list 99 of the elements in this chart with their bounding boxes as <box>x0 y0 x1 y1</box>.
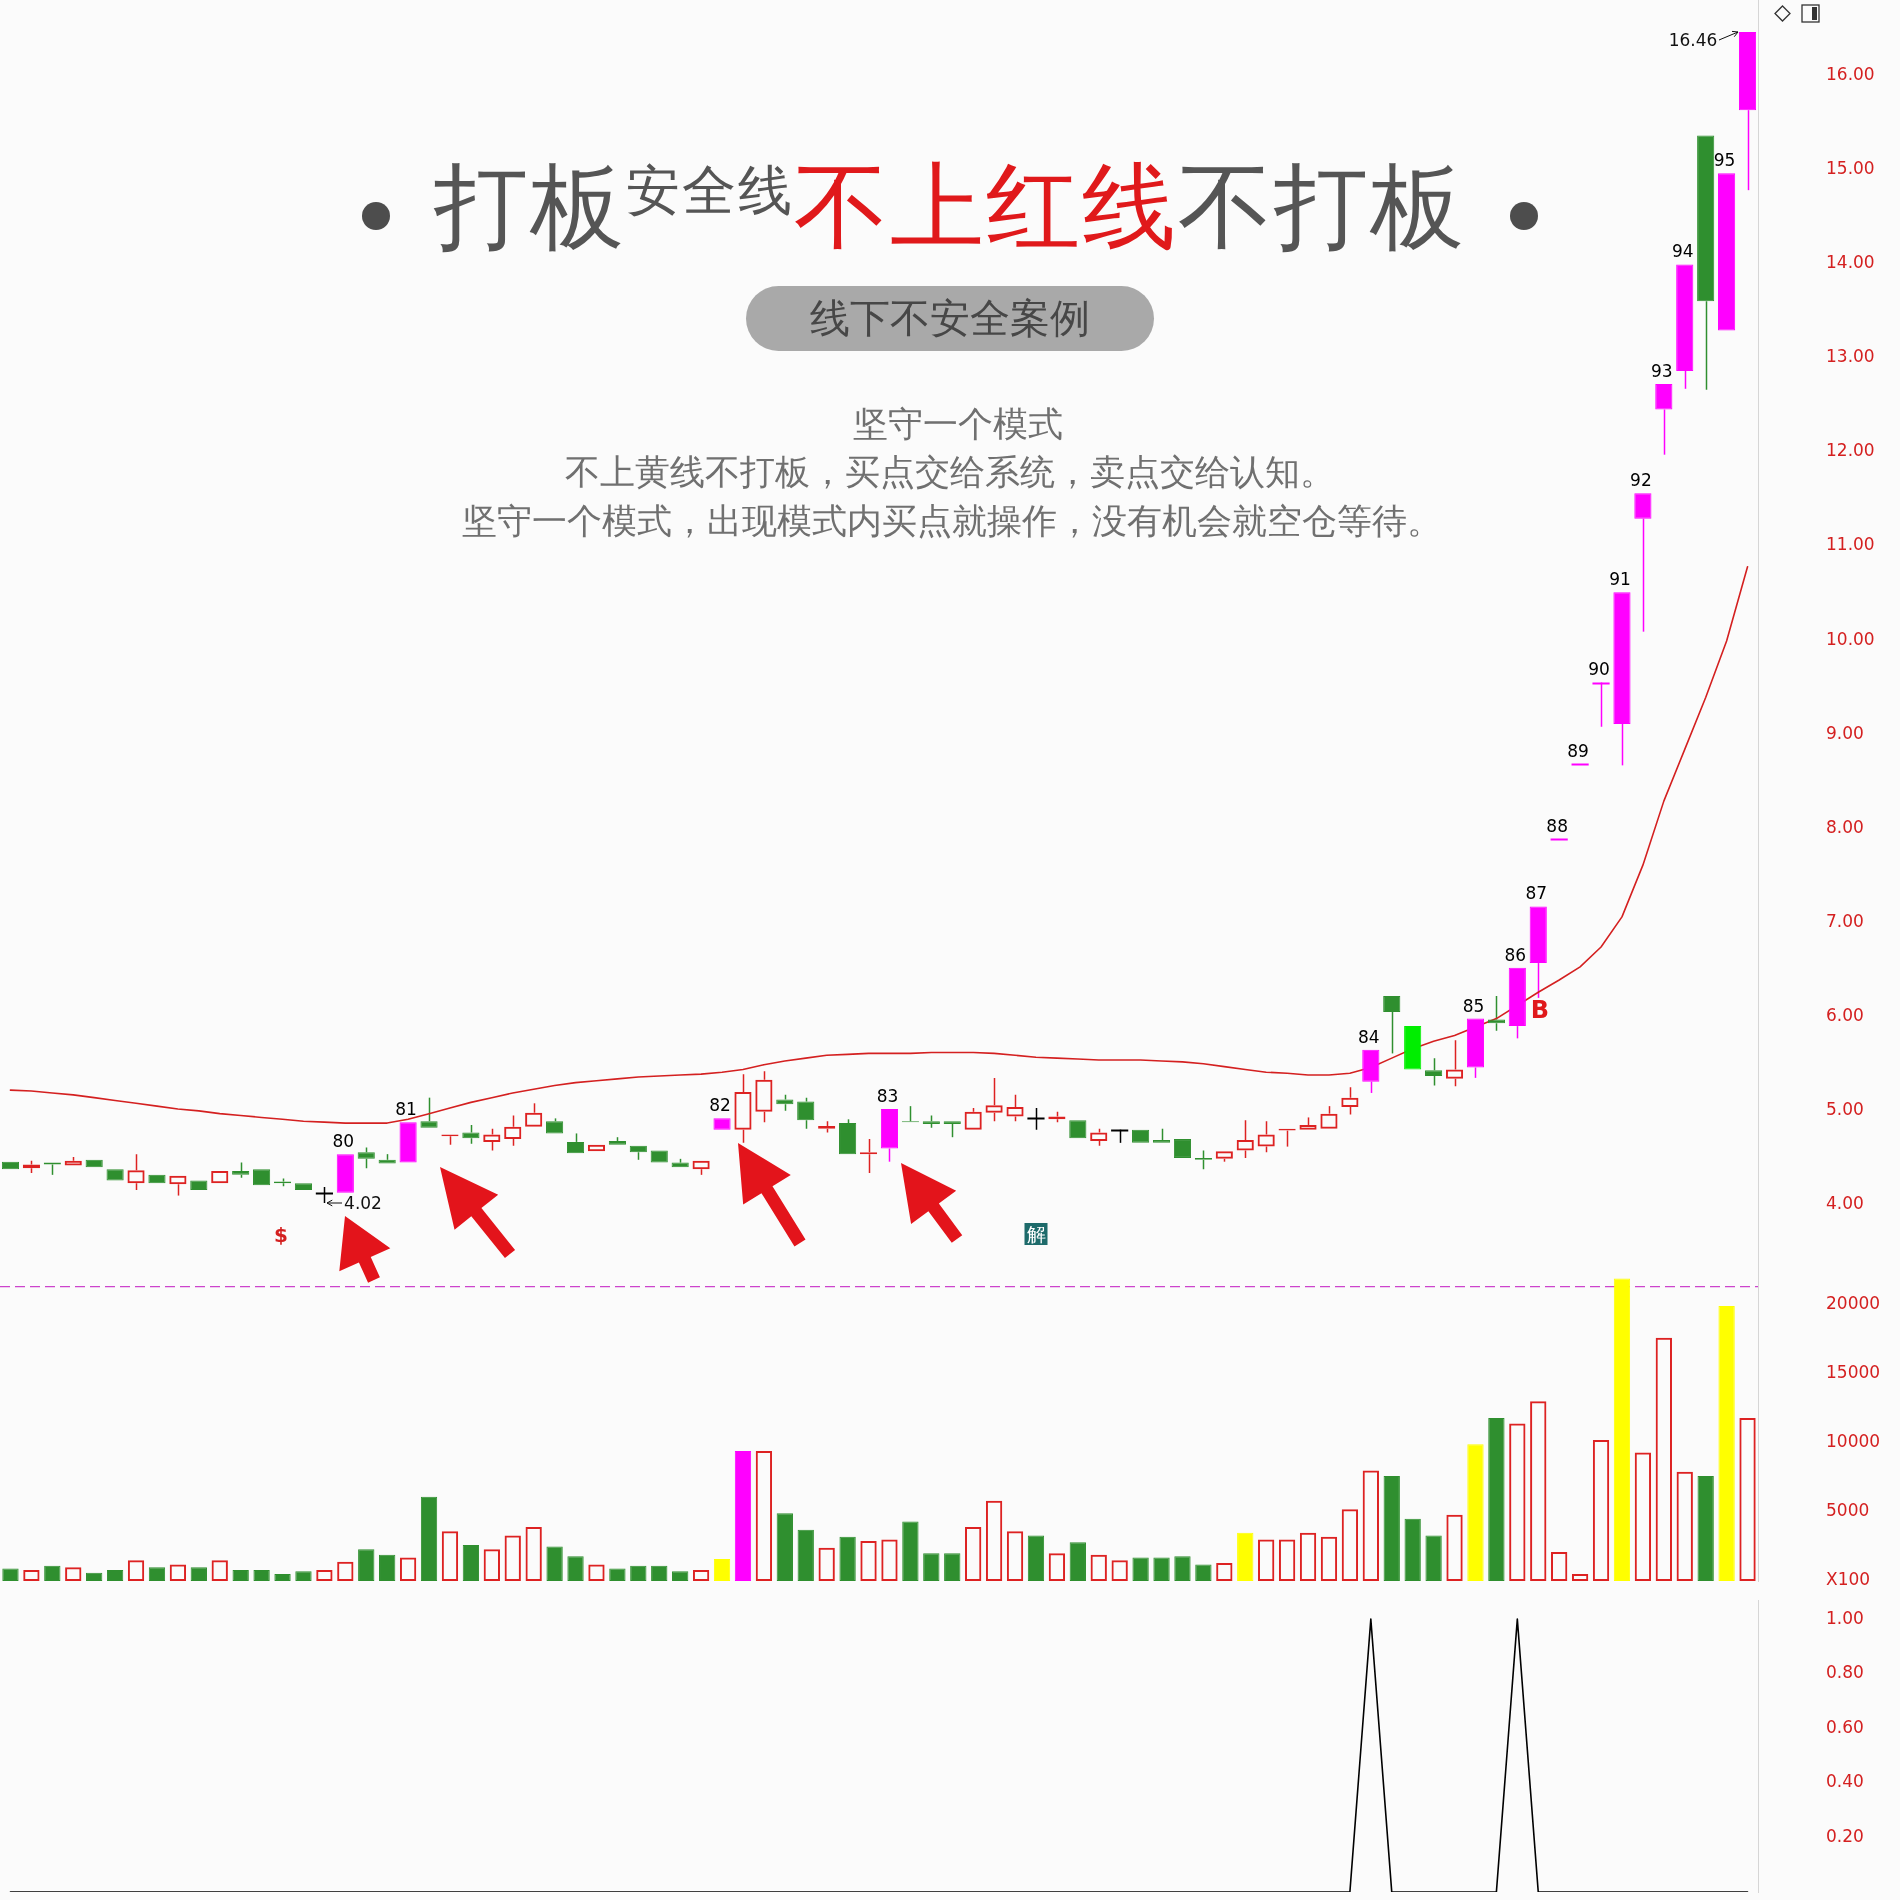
text: 83 <box>876 1085 899 1106</box>
text: 91 <box>1609 569 1631 590</box>
bar <box>1718 1306 1735 1581</box>
text: 93 <box>1651 361 1673 382</box>
candlestick <box>1634 493 1652 633</box>
text: 87 <box>1525 883 1548 904</box>
bar <box>734 1451 752 1581</box>
candlestick <box>1549 838 1569 841</box>
candlestick <box>1383 995 1401 1055</box>
text: 84 <box>1358 1026 1380 1047</box>
y-tick-label: 9.00 <box>1826 722 1864 743</box>
candlestick <box>1404 1026 1422 1070</box>
y-tick-label: 11.00 <box>1826 534 1875 555</box>
y-tick-label: 4.00 <box>1826 1193 1864 1214</box>
text: 86 <box>1504 944 1527 965</box>
bar <box>1027 1535 1045 1581</box>
bar <box>1488 1417 1505 1581</box>
candlestick <box>1425 1057 1443 1087</box>
candlestick <box>420 1096 438 1128</box>
bar <box>797 1529 814 1581</box>
y-tick-label: 0.80 <box>1826 1662 1864 1683</box>
annotation: 坚守一个模式 <box>853 403 1063 445</box>
candlestick <box>1591 681 1611 728</box>
bar <box>1613 1278 1631 1581</box>
bar <box>1153 1557 1170 1581</box>
annotation: $ <box>274 1223 288 1247</box>
bar <box>1404 1518 1421 1581</box>
text: 90 <box>1588 659 1610 680</box>
bar <box>358 1549 375 1581</box>
bar <box>295 1571 312 1581</box>
text: 85 <box>1462 995 1485 1016</box>
bar <box>944 1553 961 1581</box>
text: 82 <box>709 1095 731 1116</box>
bar <box>923 1553 940 1581</box>
text: 80 <box>332 1131 355 1152</box>
bar <box>420 1496 438 1581</box>
y-tick-label: 14.00 <box>1826 252 1875 273</box>
y-tick-label: 0.40 <box>1826 1771 1864 1792</box>
candlestick <box>399 1122 417 1163</box>
bar <box>902 1521 919 1581</box>
y-tick-label: 15.00 <box>1826 157 1875 178</box>
y-tick-label: 5000 <box>1826 1500 1870 1521</box>
annotation: B <box>1530 995 1550 1025</box>
bar <box>1132 1557 1149 1581</box>
y-tick-label: 5.00 <box>1826 1099 1864 1120</box>
bar <box>1383 1475 1400 1581</box>
y-tick-label: 16.00 <box>1826 63 1875 84</box>
bar <box>379 1554 396 1581</box>
text: 线下不安全案例 <box>746 286 1154 351</box>
y-tick-label: 20000 <box>1826 1293 1881 1314</box>
candlestick <box>190 1180 208 1190</box>
bar <box>462 1545 480 1581</box>
bar <box>1237 1532 1254 1581</box>
y-tick-label: 6.00 <box>1826 1005 1864 1026</box>
y-tick-label: 8.00 <box>1826 816 1864 837</box>
annotation: 4.02 <box>344 1192 382 1214</box>
text: 92 <box>1630 470 1652 491</box>
candlestick <box>1718 173 1736 331</box>
annotation: 解 <box>1024 1222 1048 1246</box>
bar <box>567 1556 584 1581</box>
candlestick <box>1655 384 1673 456</box>
candlestick <box>1570 763 1590 766</box>
bar <box>546 1546 563 1581</box>
text: 81 <box>395 1099 417 1120</box>
text: 89 <box>1567 741 1589 762</box>
y-tick-label: 0.20 <box>1826 1825 1864 1846</box>
candlestick <box>148 1174 166 1184</box>
candlestick <box>1529 906 1547 999</box>
bar <box>713 1558 731 1581</box>
bar <box>274 1574 291 1581</box>
y-tick-label: 1.00 <box>1826 1607 1864 1628</box>
candlestick <box>1026 1107 1046 1131</box>
candlestick <box>1697 135 1715 391</box>
y-tick-label: 10.00 <box>1826 628 1875 649</box>
bar <box>672 1571 689 1581</box>
text: 94 <box>1671 241 1694 262</box>
bar <box>1467 1444 1484 1581</box>
annotation: 不上黄线不打板，买点交给系统，卖点交给认知。 <box>565 451 1335 493</box>
annotation: 16.46 <box>1668 29 1718 51</box>
bar <box>1069 1542 1086 1581</box>
bar <box>839 1536 856 1581</box>
bar <box>1425 1535 1442 1581</box>
y-tick-label: X100 <box>1826 1569 1871 1590</box>
y-tick-label: 0.60 <box>1826 1716 1864 1737</box>
candlestick <box>1613 592 1631 767</box>
y-tick-label: 12.00 <box>1826 440 1875 461</box>
bar <box>776 1513 793 1581</box>
bar <box>86 1572 103 1581</box>
text: 88 <box>1546 815 1568 836</box>
y-tick-label: 13.00 <box>1826 346 1875 367</box>
y-tick-label: 10000 <box>1826 1431 1881 1452</box>
y-tick-label: 15000 <box>1826 1362 1881 1383</box>
bar <box>1697 1475 1714 1581</box>
candlestick <box>294 1183 313 1190</box>
candlestick <box>336 1154 354 1193</box>
y-tick-label: 7.00 <box>1826 910 1864 931</box>
bar <box>1174 1556 1191 1581</box>
text: 95 <box>1713 150 1736 171</box>
annotation: 坚守一个模式，出现模式内买点就操作，没有机会就空仓等待。 <box>462 500 1442 542</box>
